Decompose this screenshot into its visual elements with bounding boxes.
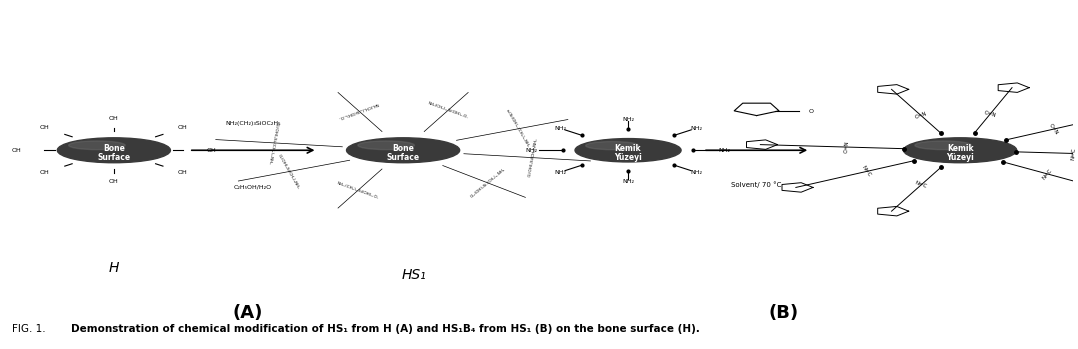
Text: Kemik: Kemik xyxy=(614,144,641,153)
Text: (B): (B) xyxy=(769,304,799,322)
Text: Bone: Bone xyxy=(102,144,125,153)
Text: Kemik: Kemik xyxy=(946,144,973,153)
Text: OH: OH xyxy=(40,125,50,131)
Text: OH: OH xyxy=(11,148,22,153)
Text: Solvent/ 70 °C: Solvent/ 70 °C xyxy=(731,181,782,188)
Text: OH: OH xyxy=(40,170,50,175)
Text: Yüzeyi: Yüzeyi xyxy=(946,153,975,162)
Text: C=N: C=N xyxy=(843,141,849,154)
Ellipse shape xyxy=(346,138,459,163)
Text: HS₁: HS₁ xyxy=(401,268,426,282)
Text: N=C: N=C xyxy=(861,165,872,178)
Text: NH₂(CH₂)₃SiOC₂H₅: NH₂(CH₂)₃SiOC₂H₅ xyxy=(225,121,281,126)
Text: NH₂-(CH₂)₃-Si(OH)₂-O-: NH₂-(CH₂)₃-Si(OH)₂-O- xyxy=(336,181,379,200)
Text: C₂H₅OH/H₂O: C₂H₅OH/H₂O xyxy=(234,185,272,190)
Text: O-₂(OH)₂Si-(CH₂)₃-NH₂: O-₂(OH)₂Si-(CH₂)₃-NH₂ xyxy=(470,167,507,199)
Text: OH: OH xyxy=(109,116,119,121)
Text: Yüzeyi: Yüzeyi xyxy=(614,153,641,162)
Text: Bone: Bone xyxy=(392,144,414,153)
Text: O: O xyxy=(808,109,813,113)
Text: N=C: N=C xyxy=(914,180,928,190)
Ellipse shape xyxy=(575,139,681,162)
Text: C=N: C=N xyxy=(1048,122,1060,136)
Text: OH: OH xyxy=(109,179,119,184)
Text: NH₂: NH₂ xyxy=(554,126,566,131)
Text: OH: OH xyxy=(178,170,188,175)
Text: NH₂: NH₂ xyxy=(622,117,634,121)
Text: NH₂(CH₂)₃-Si(OH)₂-O-: NH₂(CH₂)₃-Si(OH)₂-O- xyxy=(428,101,469,119)
Text: o-(Si(OH)₂-(CH₂)₃-NH₂: o-(Si(OH)₂-(CH₂)₃-NH₂ xyxy=(506,109,530,149)
Text: NH₂: NH₂ xyxy=(622,179,634,184)
Text: NH₂: NH₂ xyxy=(554,170,566,175)
Text: Surface: Surface xyxy=(387,153,419,162)
Text: NH₂(CH₂)₃-Si(OH)₂-O-: NH₂(CH₂)₃-Si(OH)₂-O- xyxy=(337,101,378,119)
Text: H: H xyxy=(109,261,119,275)
Text: O-(OH)₂Si(CH₂)₃NH₂: O-(OH)₂Si(CH₂)₃NH₂ xyxy=(528,138,539,178)
Text: O-(OH)₂Si(CH₂)₃NH₂: O-(OH)₂Si(CH₂)₃NH₂ xyxy=(277,154,300,190)
Text: OH: OH xyxy=(207,148,217,153)
Text: Demonstration of chemical modification of HS₁ from H (A) and HS₁B₄ from HS₁ (B) : Demonstration of chemical modification o… xyxy=(71,324,700,334)
Text: (A): (A) xyxy=(233,304,263,322)
Ellipse shape xyxy=(358,141,414,150)
Ellipse shape xyxy=(915,141,971,150)
Ellipse shape xyxy=(69,141,125,150)
Ellipse shape xyxy=(585,141,638,150)
Text: NH₂: NH₂ xyxy=(690,170,702,175)
Text: O-(OH)₂Si-(CH₂)₃-NH₂: O-(OH)₂Si-(CH₂)₃-NH₂ xyxy=(267,121,278,164)
Text: FIG. 1.: FIG. 1. xyxy=(12,324,49,334)
Text: C=N: C=N xyxy=(914,111,928,120)
Ellipse shape xyxy=(57,138,170,163)
Ellipse shape xyxy=(903,138,1017,163)
Text: C=N: C=N xyxy=(983,111,996,119)
Text: N=C: N=C xyxy=(1070,147,1077,160)
Text: NH₂: NH₂ xyxy=(690,126,702,131)
Text: NH₂: NH₂ xyxy=(718,148,731,153)
Text: OH: OH xyxy=(178,125,188,131)
Text: Surface: Surface xyxy=(97,153,130,162)
Text: N=C: N=C xyxy=(1041,168,1053,180)
Text: NH₂: NH₂ xyxy=(526,148,538,153)
